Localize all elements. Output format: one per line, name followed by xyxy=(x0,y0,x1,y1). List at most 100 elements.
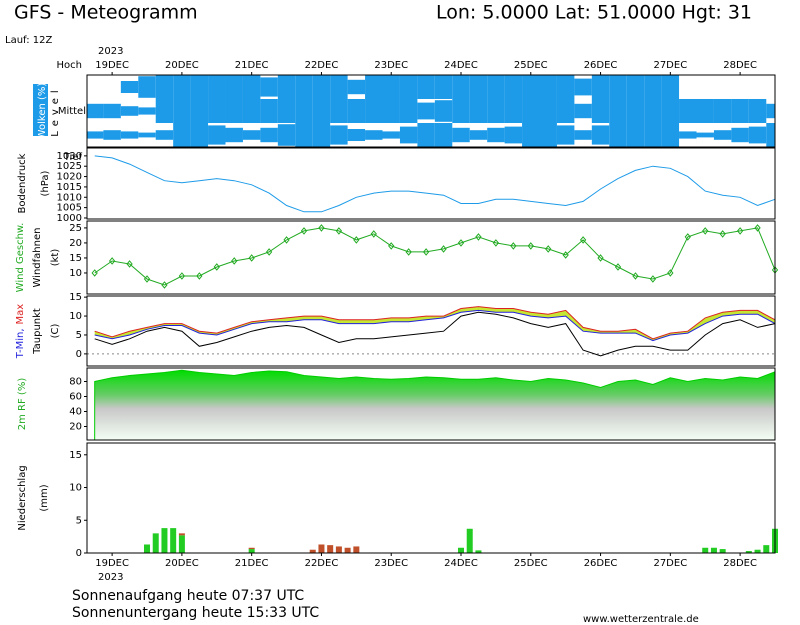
y-tick-label: 20 xyxy=(69,238,82,249)
cloud-cover xyxy=(295,123,313,147)
cloud-cover xyxy=(434,123,453,147)
cloud-cover xyxy=(609,123,627,147)
y-tick-label: 40 xyxy=(69,407,82,418)
series-line xyxy=(94,311,776,357)
precip-bar xyxy=(178,535,185,553)
cloud-cover xyxy=(347,79,366,95)
y-tick-label: 20 xyxy=(69,422,82,433)
marker xyxy=(440,245,447,253)
y-tick-label: 15 xyxy=(69,253,82,264)
cloud-cover xyxy=(609,75,627,99)
x-tick-label-top: 24DEC xyxy=(444,60,478,71)
y-tick-label: 60 xyxy=(69,392,82,403)
cloud-cover xyxy=(661,123,680,147)
marker xyxy=(405,248,412,256)
cloud-cover xyxy=(417,75,435,99)
y-tick-label: 1005 xyxy=(57,203,82,214)
marker xyxy=(492,239,500,247)
series-line xyxy=(94,306,776,340)
cloud-cover xyxy=(539,99,557,123)
cloud-cover xyxy=(556,75,575,99)
cloud-cover xyxy=(312,75,331,99)
cloud-cover xyxy=(190,99,209,123)
cloud-cover xyxy=(644,123,662,147)
precip-bar xyxy=(152,533,159,553)
cloud-cover xyxy=(487,127,505,143)
cloud-cover xyxy=(347,129,366,141)
y-axis-label-part: (kt) xyxy=(50,249,61,267)
y-tick-label: 0 xyxy=(76,349,82,360)
precip-bar xyxy=(745,551,752,553)
x-tick-label-top: 25DEC xyxy=(514,60,548,71)
precip-bar xyxy=(318,544,325,553)
cloud-cover xyxy=(120,131,139,139)
y-tick-label: 1015 xyxy=(57,182,82,193)
level-name: Tief xyxy=(63,152,83,163)
x-tick-label-bottom: 22DEC xyxy=(305,558,339,569)
x-tick-label-bottom: 24DEC xyxy=(444,558,478,569)
sunset: Sonnenuntergang heute 15:33 UTC xyxy=(72,605,319,621)
cloud-cover xyxy=(173,75,191,99)
cloud-cover xyxy=(626,75,645,99)
cloud-cover xyxy=(504,75,523,99)
precip-bar xyxy=(754,549,761,553)
cloud-cover xyxy=(661,99,680,123)
y-axis-label-part: Bodendruck xyxy=(17,153,28,213)
marker xyxy=(475,233,482,241)
cloud-cover xyxy=(138,107,156,115)
cloud-cover xyxy=(469,75,488,99)
marker xyxy=(126,260,133,268)
marker xyxy=(196,272,203,280)
cloud-cover xyxy=(173,123,191,147)
x-tick-label-top: 20DEC xyxy=(165,60,199,71)
y-axis-label: (hPa) xyxy=(40,170,51,196)
marker xyxy=(91,269,98,277)
y-axis-label: (mm) xyxy=(39,484,50,511)
cloud-cover xyxy=(434,100,453,122)
cloud-cover xyxy=(208,99,226,123)
y-axis-label: Niederschlag xyxy=(17,465,28,530)
marker xyxy=(597,254,604,262)
cloud-cover xyxy=(277,124,296,146)
y-tick-label: 1030 xyxy=(57,151,82,162)
year-bottom: 2023 xyxy=(98,572,123,583)
run: Lauf: 12Z xyxy=(5,35,52,46)
marker xyxy=(231,257,238,265)
marker xyxy=(649,275,657,283)
precip-bar xyxy=(178,533,185,536)
y-axis-label: Taupunkt xyxy=(32,308,43,355)
panel: Wind Geschw. Windfahnen (kt) 10 15 20 25 xyxy=(15,220,779,295)
cloud-cover xyxy=(225,75,243,99)
precip-bar xyxy=(170,528,177,553)
precip-bar xyxy=(763,545,770,553)
marker xyxy=(265,248,273,256)
cloud-cover xyxy=(644,75,662,99)
cloud-cover xyxy=(713,130,732,140)
cloud-cover xyxy=(417,123,435,147)
precip-bar xyxy=(309,549,316,553)
x-tick-label-bottom: 23DEC xyxy=(374,558,408,569)
panel-frame xyxy=(86,220,776,295)
panel-frame xyxy=(86,367,776,441)
cloud-cover xyxy=(609,99,627,123)
y-axis-label-part: T-Min, xyxy=(15,328,26,359)
series-line xyxy=(94,155,776,213)
y-tick-label: 80 xyxy=(69,377,82,388)
cloud-cover xyxy=(365,75,383,99)
marker xyxy=(213,263,220,271)
y-tick-label: 15 xyxy=(69,292,82,303)
cloud-cover xyxy=(242,130,261,140)
marker xyxy=(684,233,691,241)
x-tick-label-top: 28DEC xyxy=(723,60,757,71)
cloud-cover xyxy=(138,132,156,138)
cloud-cover xyxy=(574,78,592,96)
year-top: 2023 xyxy=(98,46,123,57)
marker xyxy=(719,230,726,238)
cloud-cover xyxy=(556,99,575,123)
cloud-cover xyxy=(155,75,174,99)
y-axis-label-part: (mm) xyxy=(39,484,50,511)
x-tick-label-top: 23DEC xyxy=(374,60,408,71)
level-name: Mittel xyxy=(58,106,86,117)
cloud-cover xyxy=(277,99,296,123)
